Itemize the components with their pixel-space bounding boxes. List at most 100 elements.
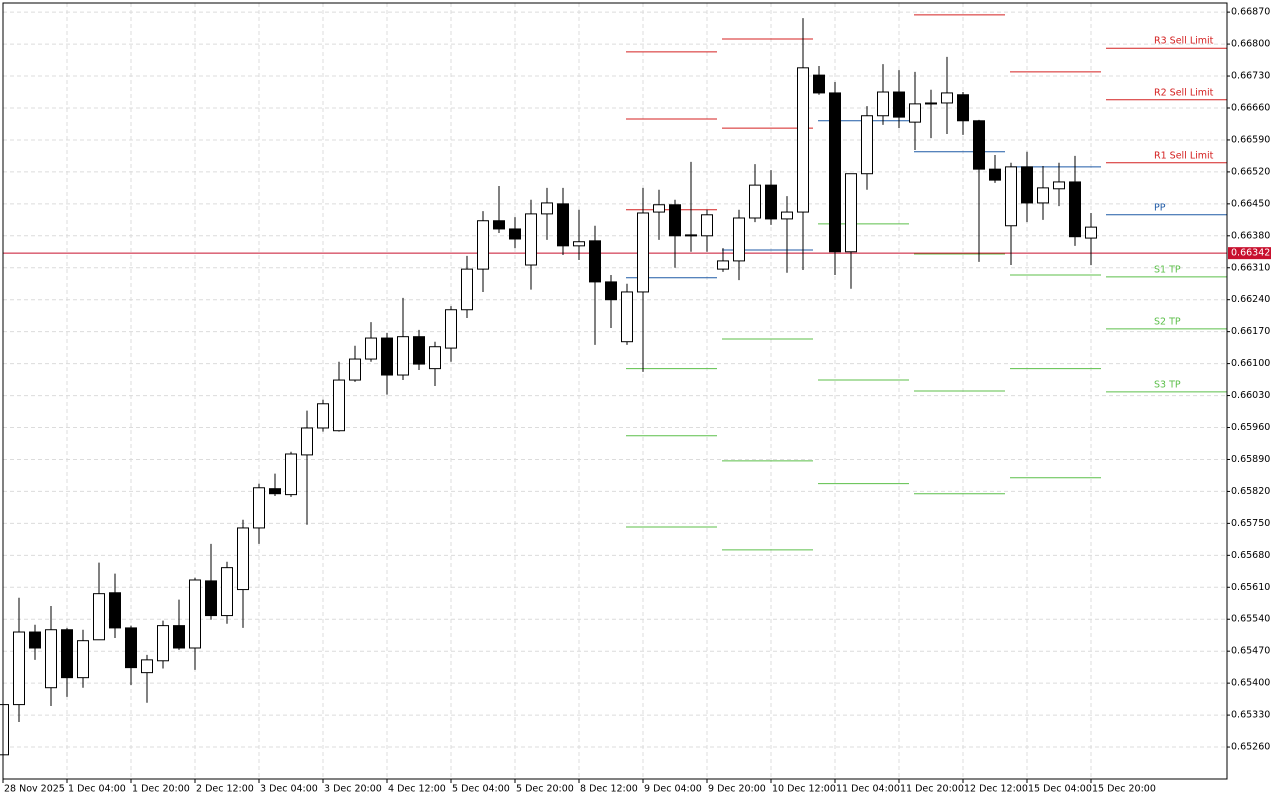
candle-body xyxy=(621,291,633,343)
candle-body xyxy=(221,567,233,617)
y-tick-label: 0.66100 xyxy=(1231,358,1270,369)
y-tick-label: 0.66590 xyxy=(1231,134,1270,145)
candle-body xyxy=(317,403,329,429)
x-tick-label: 9 Dec 20:00 xyxy=(708,784,766,795)
candle-body xyxy=(893,91,905,118)
candle-body xyxy=(685,234,697,237)
candle-body xyxy=(589,240,601,283)
current-price-label: 0.66342 xyxy=(1231,248,1270,259)
y-tick-label: 0.66030 xyxy=(1231,390,1270,401)
candle-body xyxy=(365,337,377,360)
candle-body xyxy=(509,228,521,240)
x-tick-label: 8 Dec 12:00 xyxy=(580,784,638,795)
candle-body xyxy=(333,379,345,432)
candle-body xyxy=(29,631,41,649)
candle-body xyxy=(0,704,9,756)
x-tick-label: 11 Dec 04:00 xyxy=(836,784,900,795)
pivot-label: R3 Sell Limit xyxy=(1154,36,1214,47)
pivot-label: R2 Sell Limit xyxy=(1154,87,1214,98)
candle-body xyxy=(813,74,825,94)
candle-body xyxy=(205,580,217,617)
y-tick-label: 0.65540 xyxy=(1231,614,1270,625)
candle-body xyxy=(845,173,857,253)
x-tick-label: 3 Dec 04:00 xyxy=(260,784,318,795)
x-tick-label: 10 Dec 12:00 xyxy=(772,784,836,795)
y-tick-label: 0.66170 xyxy=(1231,326,1270,337)
y-tick-label: 0.66310 xyxy=(1231,262,1270,273)
x-tick-label: 9 Dec 04:00 xyxy=(644,784,702,795)
candle-body xyxy=(861,115,873,175)
y-tick-label: 0.66520 xyxy=(1231,166,1270,177)
candle-body xyxy=(157,625,169,662)
candle-body xyxy=(61,629,73,679)
y-tick-label: 0.65470 xyxy=(1231,646,1270,657)
candle-body xyxy=(653,204,665,213)
pivot-label: S3 TP xyxy=(1154,379,1181,390)
y-tick-label: 0.65400 xyxy=(1231,678,1270,689)
y-tick-label: 0.65260 xyxy=(1231,742,1270,753)
candle-body xyxy=(301,427,313,456)
candle-body xyxy=(829,92,841,253)
candle-body xyxy=(749,184,761,219)
candle-body xyxy=(765,184,777,220)
x-tick-label: 2 Dec 12:00 xyxy=(196,784,254,795)
candle-body xyxy=(413,336,425,365)
pivot-label: S2 TP xyxy=(1154,316,1181,327)
plot-frame xyxy=(2,2,1228,780)
candle-body xyxy=(237,527,249,591)
candle-body xyxy=(429,346,441,370)
candle-body xyxy=(285,453,297,496)
candle-body xyxy=(1069,181,1081,238)
candle-body xyxy=(925,102,937,105)
candle-body xyxy=(397,336,409,376)
candle-body xyxy=(141,659,153,674)
candle-body xyxy=(109,592,121,629)
candle-body xyxy=(269,488,281,495)
y-tick-label: 0.66660 xyxy=(1231,102,1270,113)
candle-body xyxy=(669,204,681,237)
candle-body xyxy=(1053,181,1065,190)
candle-body xyxy=(605,281,617,301)
candle-body xyxy=(1005,166,1017,227)
y-tick-label: 0.66870 xyxy=(1231,7,1270,18)
candle-body xyxy=(989,168,1001,181)
y-tick-label: 0.65890 xyxy=(1231,454,1270,465)
y-tick-label: 0.65680 xyxy=(1231,550,1270,561)
pivot-label: PP xyxy=(1154,202,1166,213)
candle-body xyxy=(781,211,793,220)
x-tick-label: 15 Dec 04:00 xyxy=(1028,784,1092,795)
x-tick-label: 5 Dec 20:00 xyxy=(516,784,574,795)
x-tick-label: 15 Dec 20:00 xyxy=(1092,784,1156,795)
x-tick-label: 3 Dec 20:00 xyxy=(324,784,382,795)
candle-body xyxy=(173,625,185,649)
candle-body xyxy=(493,220,505,230)
candle-body xyxy=(13,631,25,706)
candle-body xyxy=(541,202,553,215)
y-tick-label: 0.66730 xyxy=(1231,71,1270,82)
candle-body xyxy=(701,214,713,237)
x-tick-label: 5 Dec 04:00 xyxy=(452,784,510,795)
pivot-label: S1 TP xyxy=(1154,264,1181,275)
candle-body xyxy=(797,67,809,213)
y-tick-label: 0.66450 xyxy=(1231,198,1270,209)
candle-body xyxy=(93,593,105,641)
y-tick-label: 0.65750 xyxy=(1231,518,1270,529)
candle-body xyxy=(733,217,745,262)
candle-body xyxy=(909,103,921,123)
candle-body xyxy=(1037,187,1049,204)
candle-body xyxy=(877,91,889,117)
candle-body xyxy=(557,203,569,247)
x-tick-label: 1 Dec 04:00 xyxy=(68,784,126,795)
candle-body xyxy=(45,629,57,689)
current-price-box xyxy=(1228,247,1271,260)
x-tick-label: 1 Dec 20:00 xyxy=(132,784,190,795)
candle-body xyxy=(973,120,985,170)
candle-body xyxy=(717,260,729,270)
candle-body xyxy=(349,358,361,381)
x-tick-label: 4 Dec 12:00 xyxy=(388,784,446,795)
candle-body xyxy=(637,212,649,293)
x-tick-label: 11 Dec 20:00 xyxy=(900,784,964,795)
candle-body xyxy=(253,487,265,529)
